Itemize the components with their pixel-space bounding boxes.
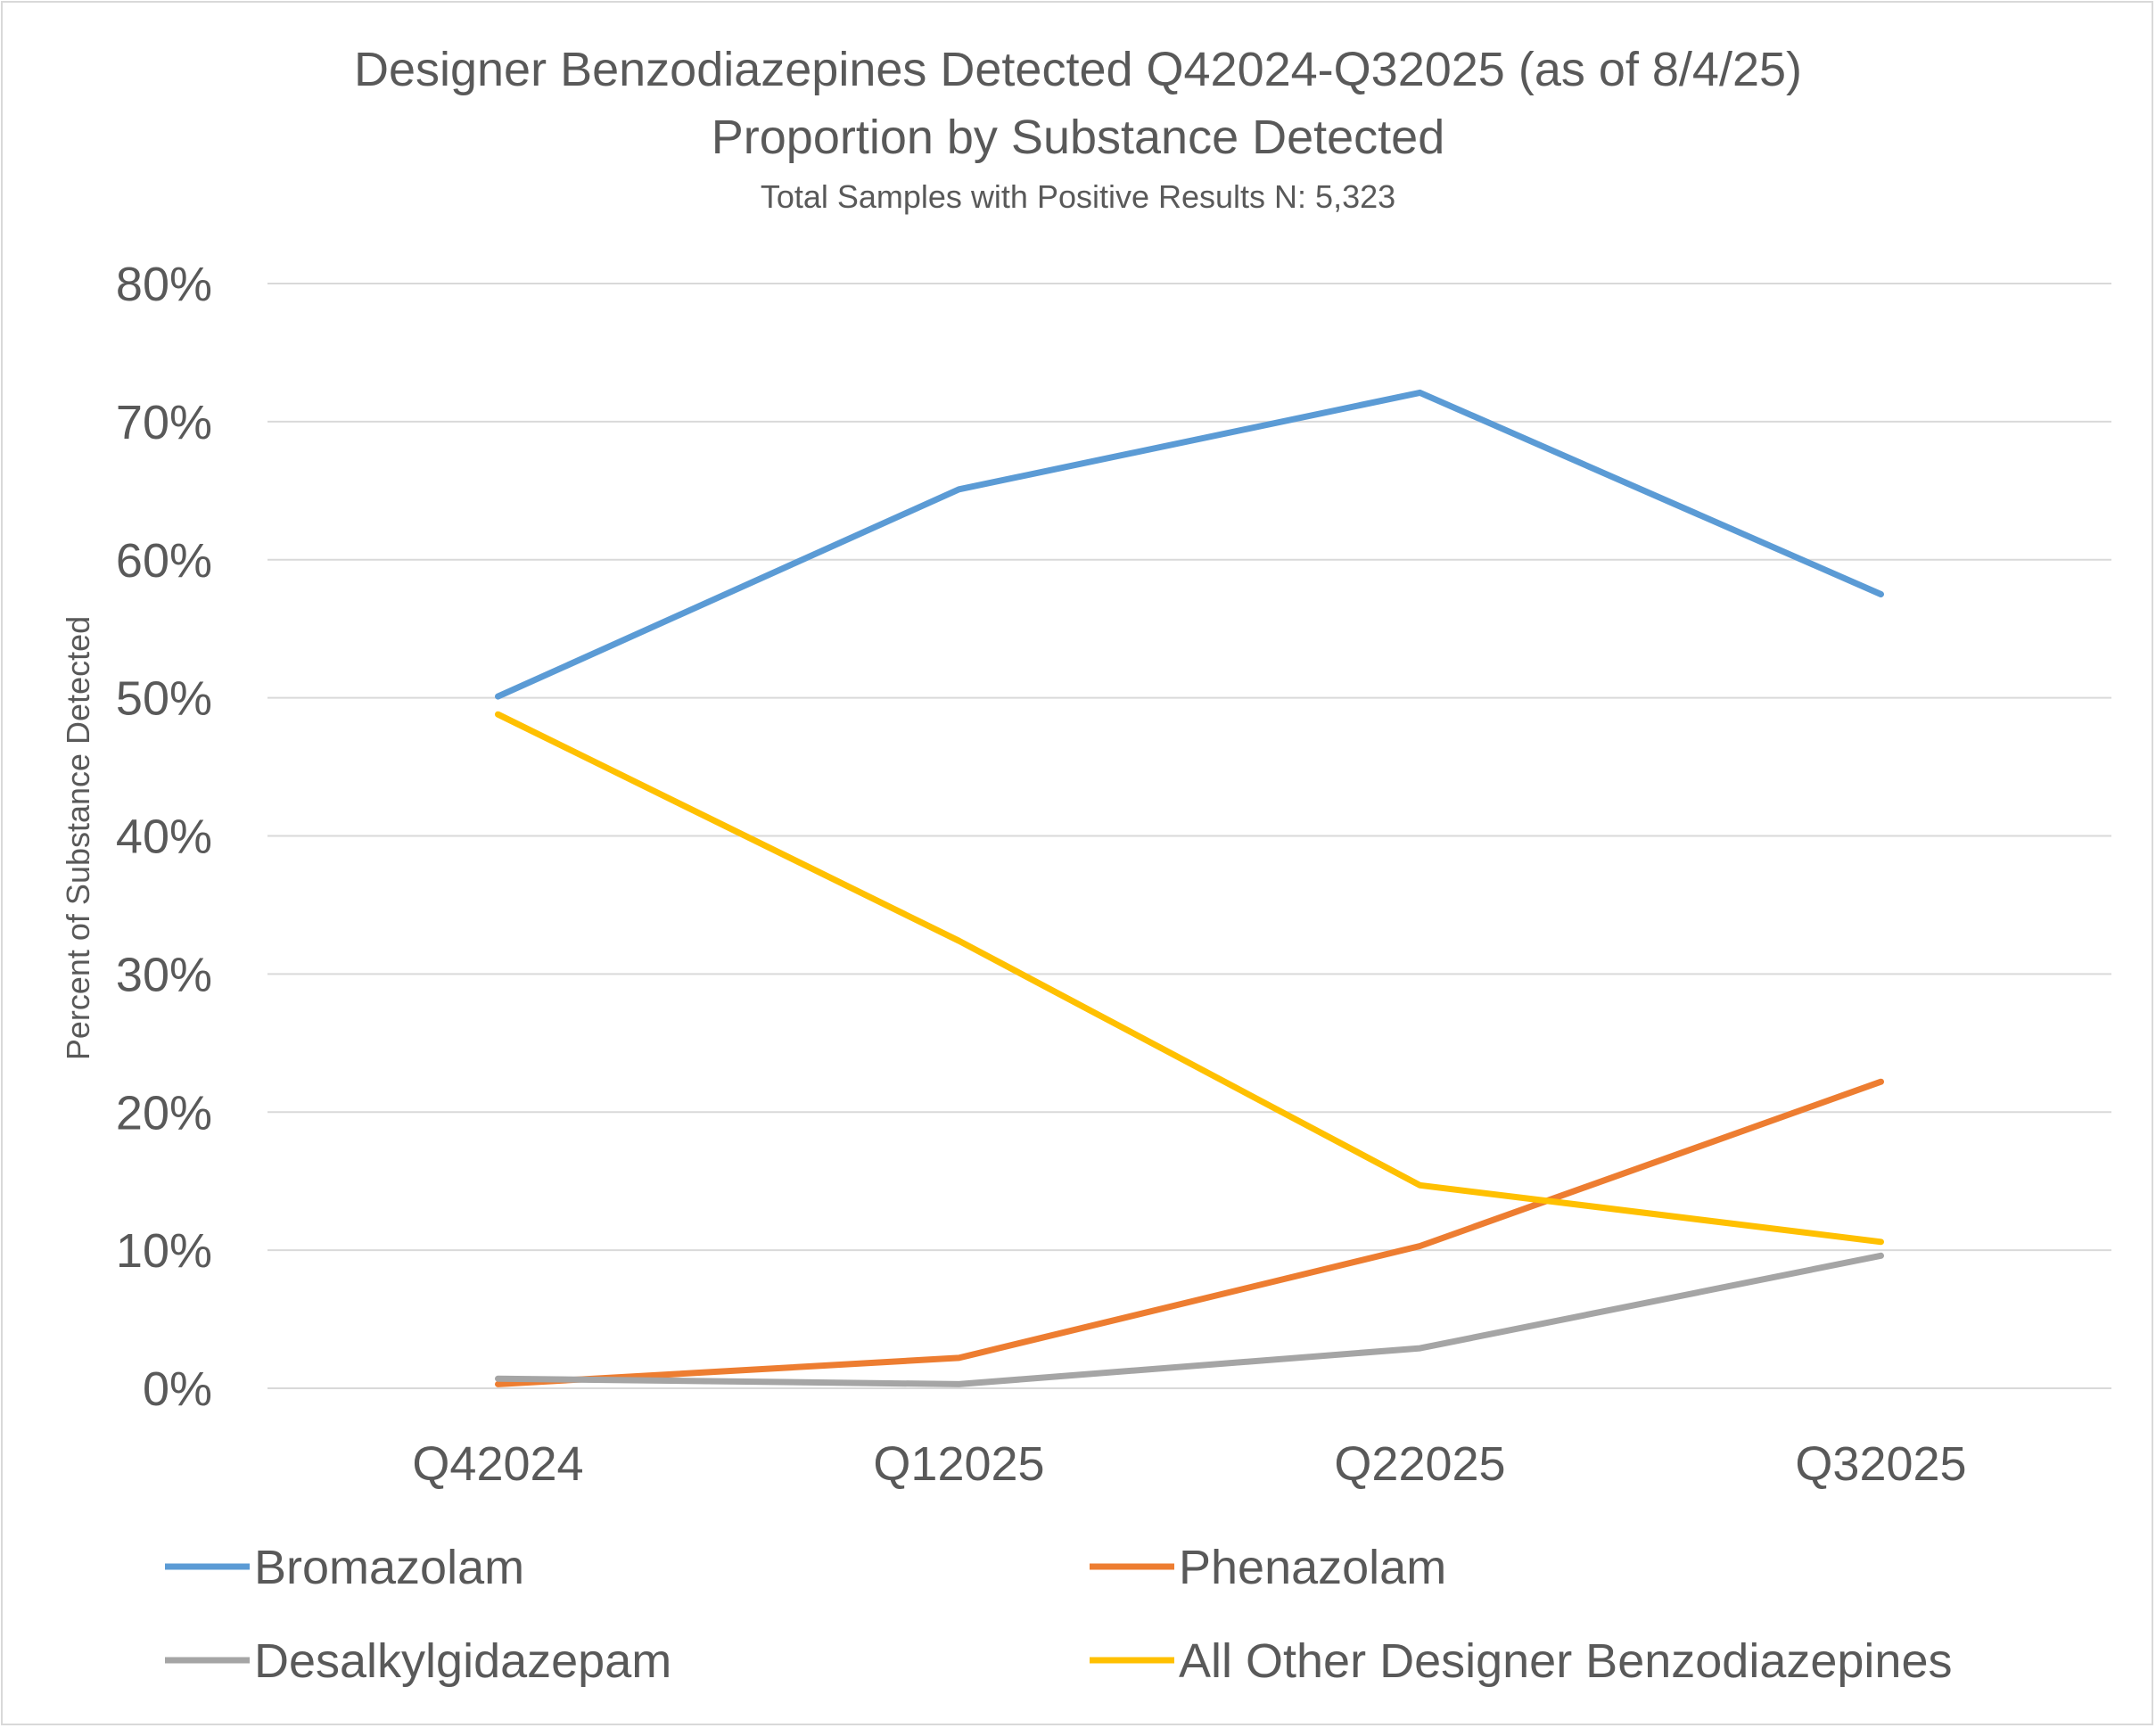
y-tick-label: 70% <box>116 396 212 449</box>
series-line-all-other-designer-benzodiazepines <box>495 711 1884 1246</box>
gridlines <box>267 283 2111 1389</box>
y-tick-label: 80% <box>116 258 212 311</box>
y-tick-label: 30% <box>116 948 212 1001</box>
y-tick-label: 0% <box>143 1362 212 1416</box>
y-tick-label: 10% <box>116 1224 212 1278</box>
x-tick-label: Q32025 <box>1795 1437 1966 1491</box>
x-tick-label: Q42024 <box>412 1437 583 1491</box>
y-tick-label: 40% <box>116 811 212 864</box>
x-tick-label: Q12025 <box>873 1437 1044 1491</box>
y-tick-label: 50% <box>116 672 212 726</box>
legend-label: Desalkylgidazepam <box>254 1634 671 1688</box>
legend-label: Bromazolam <box>254 1541 524 1594</box>
y-axis-label: Percent of Substance Detected <box>60 616 96 1060</box>
series-line-phenazolam <box>495 1078 1884 1387</box>
legend-label: Phenazolam <box>1179 1541 1446 1594</box>
chart-note: Total Samples with Positive Results N: 5… <box>761 178 1395 215</box>
series-lines <box>495 389 1884 1387</box>
series-line-desalkylgidazepam <box>495 1252 1884 1387</box>
y-tick-label: 60% <box>116 534 212 588</box>
x-tick-label: Q22025 <box>1334 1437 1505 1491</box>
legend-label: All Other Designer Benzodiazepines <box>1179 1634 1952 1688</box>
chart-title: Designer Benzodiazepines Detected Q42024… <box>354 43 1802 96</box>
chart-subtitle: Proportion by Substance Detected <box>712 111 1445 164</box>
legend: Bromazolam Phenazolam Desalkylgidazepam All… <box>165 1541 1952 1688</box>
series-line-bromazolam <box>495 389 1884 700</box>
y-tick-label: 20% <box>116 1086 212 1140</box>
x-tick-labels: Q42024 Q12025 Q22025 Q32025 <box>412 1437 1966 1491</box>
y-tick-labels: 0% 10% 20% 30% 40% 50% 60% 70% 80% <box>116 258 212 1416</box>
